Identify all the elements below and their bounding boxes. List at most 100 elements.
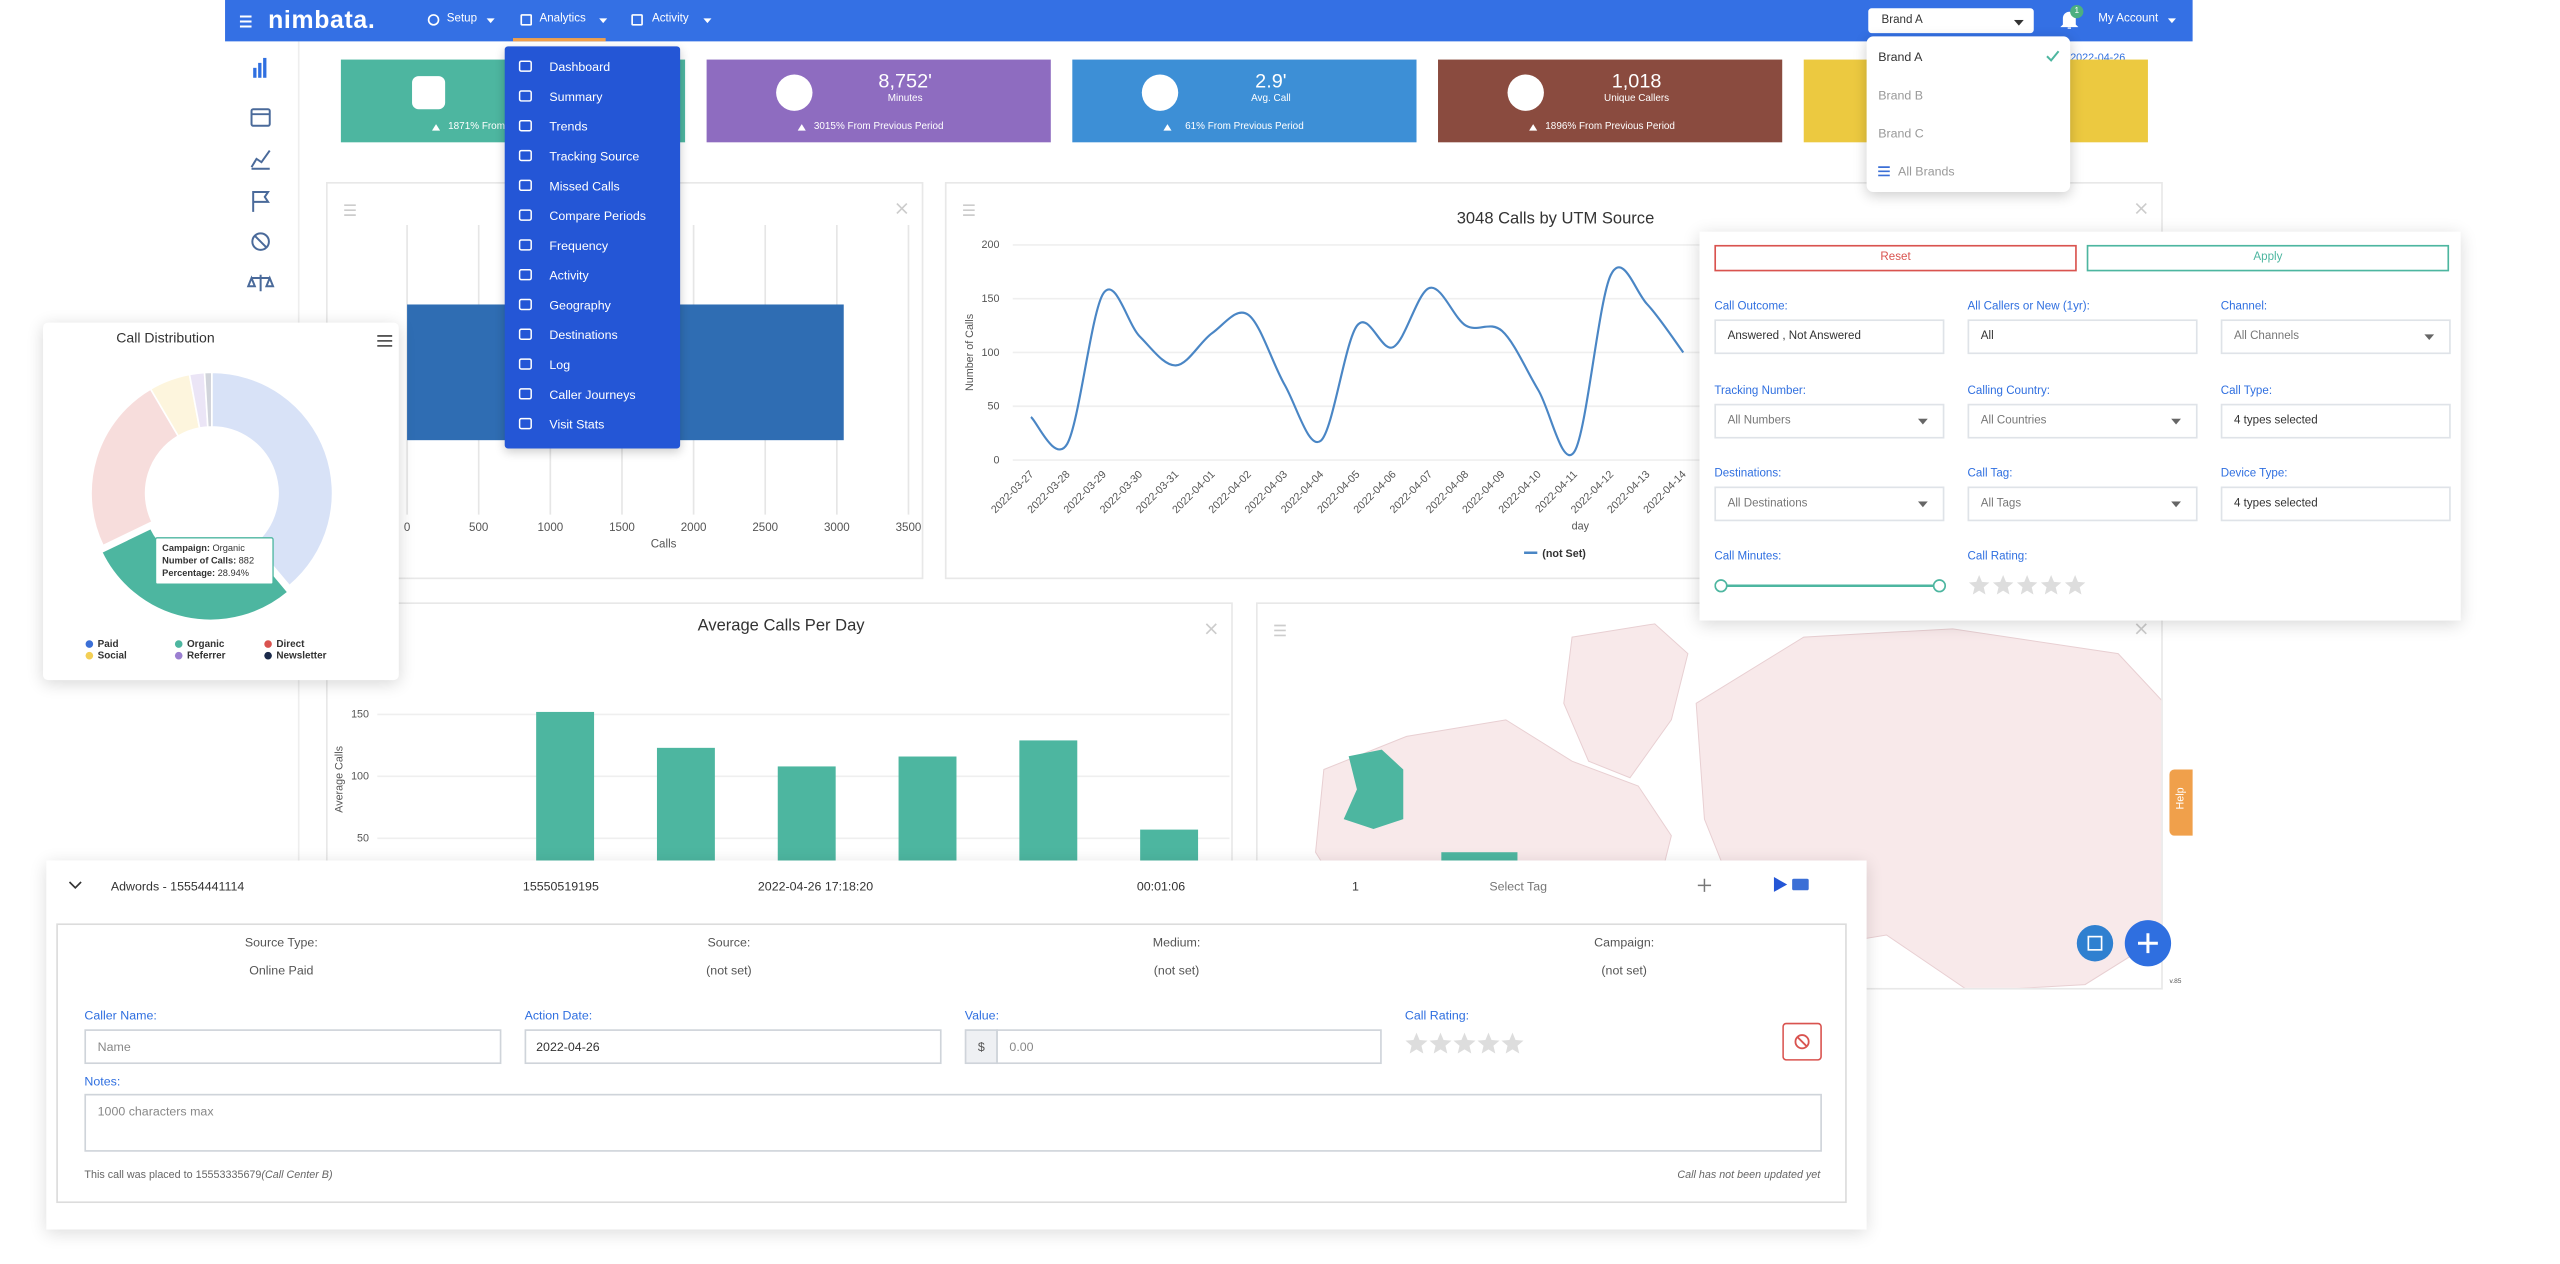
filter-input[interactable]: All Countries	[1967, 402, 2198, 438]
chart-menu[interactable]	[377, 335, 393, 347]
brand-option[interactable]: Brand B	[1878, 87, 1924, 103]
filter-input[interactable]: Answered , Not Answered	[1714, 319, 1945, 355]
play-button[interactable]	[1773, 877, 1788, 892]
stat-value: 8,752'	[878, 69, 932, 93]
reset-button[interactable]: Reset	[1714, 244, 2077, 272]
placed-to: This call was placed to 15553335679(Call…	[84, 1170, 332, 1182]
stat-change: 61% From Previous Period	[1185, 122, 1304, 133]
icon	[518, 358, 532, 370]
star[interactable]	[1453, 1032, 1476, 1054]
star[interactable]	[1477, 1032, 1500, 1054]
nav-menu-item[interactable]: Setup	[446, 13, 478, 25]
fab-secondary[interactable]	[2076, 925, 2114, 962]
stat-card: 2.9' Avg. Call 61% From Previous Period	[1072, 59, 1417, 143]
region-highlight	[1343, 749, 1404, 830]
filter-input[interactable]: All Numbers	[1714, 402, 1945, 438]
legend-label[interactable]: Organic	[187, 639, 225, 650]
icon	[518, 268, 532, 281]
legend-label[interactable]: Paid	[98, 639, 119, 650]
filter-input[interactable]: All Tags	[1967, 486, 2198, 522]
menu-item[interactable]: Visit Stats	[549, 417, 605, 432]
filter-input[interactable]: All Channels	[2220, 319, 2451, 355]
menu-item[interactable]: Summary	[549, 89, 603, 105]
nav-icon	[427, 14, 440, 26]
ban-icon	[1794, 1034, 1810, 1050]
tooltip-box	[154, 537, 274, 585]
icon	[518, 120, 532, 132]
legend-label[interactable]: Newsletter	[276, 651, 326, 662]
filter-input[interactable]: All	[1967, 319, 2198, 355]
notes-input[interactable]: 1000 characters max	[84, 1093, 1822, 1152]
caret	[486, 18, 495, 24]
call-detail: Adwords - 15554441114 15550519195 2022-04-…	[46, 860, 1867, 1230]
x-axis-label: day	[1572, 521, 1590, 533]
caret	[2171, 417, 2182, 424]
legend-label[interactable]: Social	[98, 651, 127, 662]
brand-option[interactable]: All Brands	[1898, 163, 1955, 179]
menu-item[interactable]: Geography	[549, 297, 611, 313]
sidebar-icons	[246, 57, 275, 292]
value-input[interactable]: 0.00	[996, 1029, 1382, 1065]
bar	[536, 711, 595, 883]
stat-card: 8,752' Minutes 3015% From Previous Period	[706, 59, 1051, 143]
tag-select[interactable]: Select Tag	[1489, 878, 1548, 894]
block-button	[1782, 1022, 1822, 1061]
menu-toggle[interactable]	[238, 13, 253, 28]
utm-chart: 3048 Calls by UTM Source0501001502002022…	[963, 202, 2147, 560]
menu-item[interactable]: Tracking Source	[549, 148, 640, 164]
legend-label: (not Set)	[1542, 548, 1586, 560]
stat-value: 1,018	[1611, 69, 1662, 93]
y-tick-label: 50	[988, 401, 1000, 413]
icon-line	[2135, 623, 2147, 635]
apply-button[interactable]: Apply	[2086, 244, 2450, 272]
legend-swatch	[85, 640, 94, 648]
menu-item[interactable]: Destinations	[549, 327, 618, 343]
filter-input[interactable]: 4 types selected	[2220, 486, 2451, 522]
account-menu[interactable]: My Account	[2098, 13, 2159, 25]
tooltip-label: Percentage:	[162, 568, 215, 578]
placed-to-number: This call was placed to 15553335679	[84, 1169, 262, 1182]
filter-input[interactable]: All Destinations	[1714, 486, 1945, 522]
menu-item[interactable]: Log	[549, 357, 571, 373]
filter-input[interactable]: 4 types selected	[2220, 402, 2451, 438]
average-chart: Average Calls Per Day 50 100 150 Average Cal…	[334, 615, 1230, 883]
menu-item[interactable]: Activity	[549, 268, 589, 283]
slider-handle[interactable]	[1714, 579, 1728, 593]
arrow	[431, 124, 441, 131]
date-input[interactable]: 2022-04-26	[524, 1029, 942, 1065]
text-input[interactable]: Name	[84, 1029, 502, 1065]
nav-menu-item[interactable]: Analytics	[539, 13, 586, 25]
menu-item[interactable]: Dashboard	[549, 59, 611, 75]
field-label: Action Date:	[524, 1007, 593, 1023]
recording-icon[interactable]	[1792, 878, 1809, 891]
detail-value: (not set)	[1153, 963, 1200, 978]
star[interactable]	[1405, 1032, 1428, 1054]
brand-option[interactable]: Brand A	[1878, 49, 1923, 65]
menu-item[interactable]: Frequency	[549, 238, 609, 254]
menu-item[interactable]: Caller Journeys	[549, 387, 636, 403]
caret	[2167, 18, 2177, 24]
star[interactable]	[1501, 1032, 1524, 1054]
brand-select[interactable]: Brand A	[1868, 8, 2034, 34]
help-tab[interactable]: Help	[2169, 769, 2193, 836]
menu-item[interactable]: Trends	[549, 119, 588, 135]
legend-label[interactable]: Direct	[276, 639, 305, 650]
call-cell: 15550519195	[522, 878, 599, 894]
update-status: Call has not been updated yet	[1677, 1169, 1821, 1182]
filter-label: Call Outcome:	[1714, 301, 1788, 313]
star[interactable]	[1429, 1032, 1452, 1054]
menu-item[interactable]: Compare Periods	[549, 208, 646, 224]
add-tag[interactable]	[1697, 878, 1712, 892]
menu-icon	[518, 149, 532, 162]
caret-shape	[1917, 417, 1928, 424]
menu-item[interactable]: Missed Calls	[549, 178, 620, 194]
nav-menu-item[interactable]: Activity	[651, 13, 689, 25]
icon	[1141, 74, 1179, 111]
logo[interactable]: nimbata.	[268, 6, 376, 35]
slider-handle[interactable]	[1932, 579, 1947, 593]
x-tick-label: 1500	[609, 522, 635, 534]
icon	[518, 298, 532, 311]
brand-option[interactable]: Brand C	[1878, 125, 1924, 141]
legend-label[interactable]: Referrer	[187, 651, 226, 662]
